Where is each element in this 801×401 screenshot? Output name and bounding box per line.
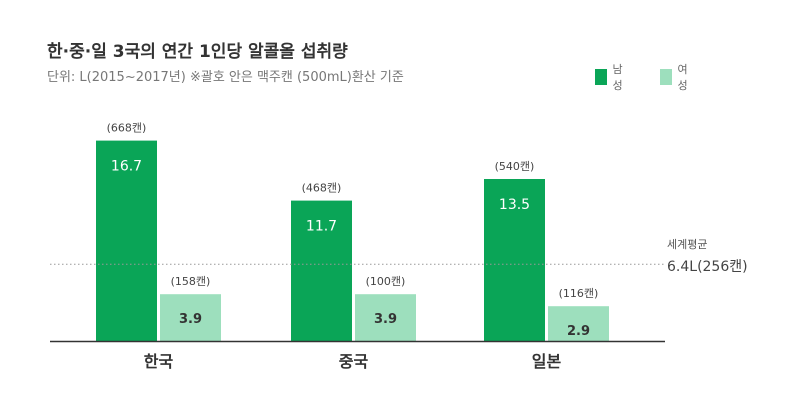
bar-male-1	[96, 140, 157, 341]
value-label-female-2: 3.9	[374, 312, 397, 327]
can-label-female-3: (116캔)	[559, 287, 599, 300]
legend-item-male: 남성	[595, 63, 627, 92]
category-label-2: 중국	[339, 352, 369, 371]
legend-swatch-male	[595, 69, 607, 85]
legend-label-female: 여성	[677, 63, 688, 92]
bar-male-2	[291, 200, 352, 341]
can-label-male-2: (468캔)	[302, 182, 342, 195]
bar-female-2	[355, 294, 416, 341]
legend-item-female: 여성	[660, 63, 692, 92]
can-label-female-2: (100캔)	[366, 275, 406, 288]
value-label-male-3: 13.5	[499, 197, 530, 213]
value-label-female-1: 3.9	[179, 312, 202, 327]
value-label-male-2: 11.7	[306, 219, 337, 235]
legend-swatch-female	[660, 69, 672, 85]
can-label-male-1: (668캔)	[107, 122, 147, 135]
bar-male-3	[484, 179, 545, 341]
value-label-female-3: 2.9	[567, 324, 590, 339]
bar-female-3	[548, 306, 609, 341]
category-label-1: 한국	[144, 352, 174, 371]
world-average-value: 6.4L(256캔)	[667, 259, 748, 275]
value-label-male-1: 16.7	[111, 159, 142, 175]
legend-label-male: 남성	[612, 63, 623, 92]
bar-female-1	[160, 294, 221, 341]
chart-title: 한·중·일 3국의 연간 1인당 알콜올 섭취량	[47, 42, 348, 62]
can-label-male-3: (540캔)	[495, 160, 535, 173]
chart-subtitle: 단위: L(2015~2017년) ※괄호 안은 맥주캔 (500mL)환산 기…	[47, 70, 404, 85]
category-label-3: 일본	[532, 352, 562, 371]
world-average-label: 세계평균	[667, 238, 707, 251]
can-label-female-1: (158캔)	[171, 275, 211, 288]
